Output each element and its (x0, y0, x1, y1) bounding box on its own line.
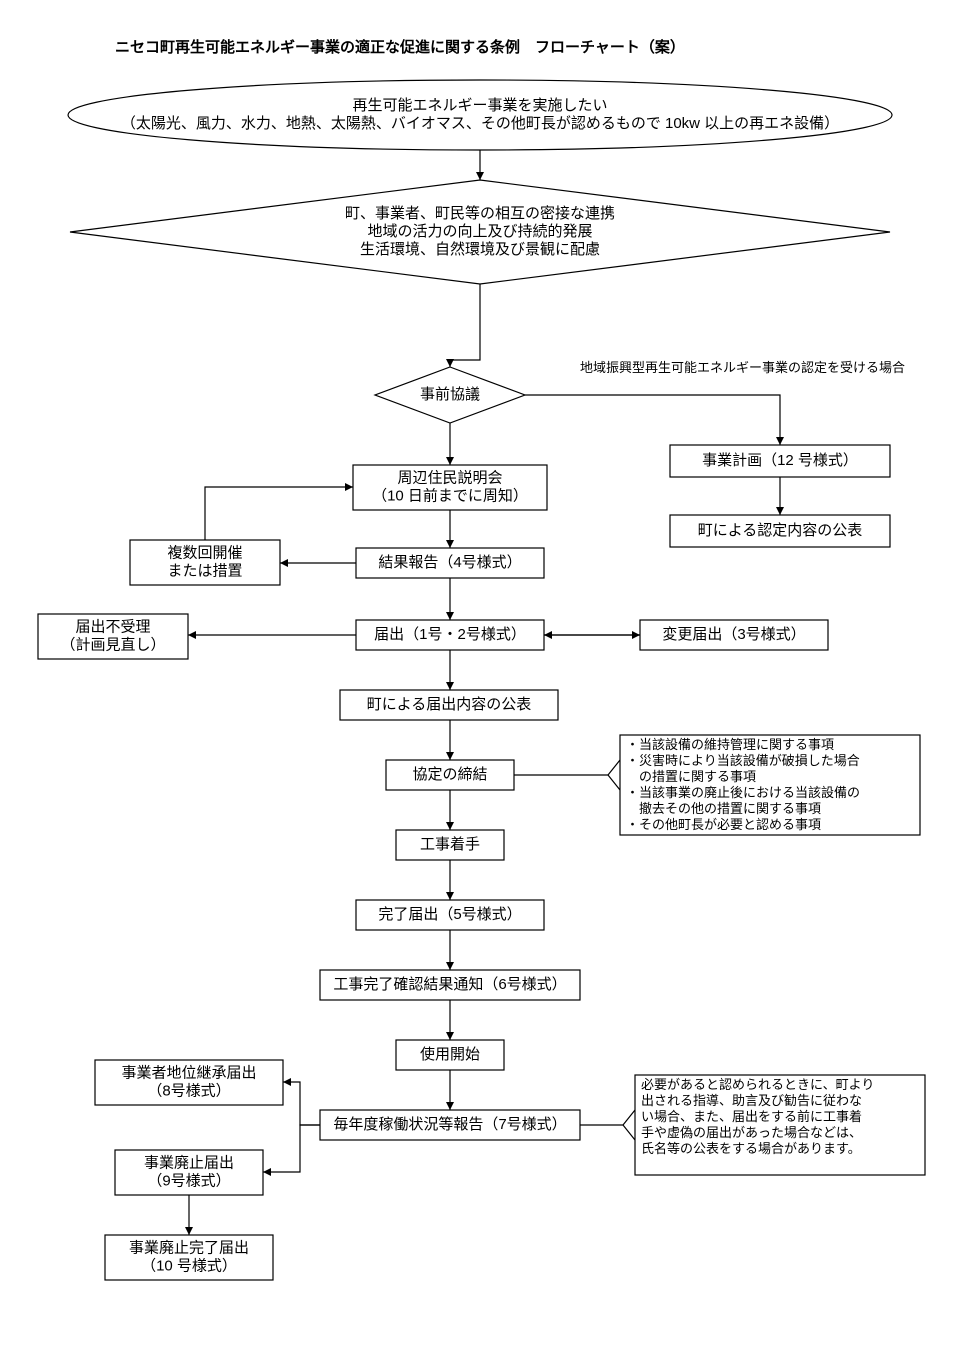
svg-text:協定の締結: 協定の締結 (412, 766, 487, 783)
svg-text:・当該事業の廃止後における当該設備の: ・当該事業の廃止後における当該設備の (626, 785, 860, 800)
svg-text:事前協議: 事前協議 (420, 385, 480, 403)
svg-text:事業廃止完了届出: 事業廃止完了届出 (129, 1238, 249, 1256)
svg-text:事業計画（12 号様式）: 事業計画（12 号様式） (702, 452, 858, 469)
svg-text:町、事業者、町民等の相互の密接な連携: 町、事業者、町民等の相互の密接な連携 (345, 204, 615, 222)
svg-text:変更届出（3号様式）: 変更届出（3号様式） (662, 626, 805, 643)
svg-text:または措置: または措置 (167, 562, 242, 579)
svg-text:事業者地位継承届出: 事業者地位継承届出 (121, 1064, 256, 1081)
svg-text:届出（1号・2号様式）: 届出（1号・2号様式） (374, 626, 526, 643)
svg-text:複数回開催: 複数回開催 (167, 544, 242, 561)
edge (450, 284, 480, 367)
svg-text:町による認定内容の公表: 町による認定内容の公表 (698, 522, 863, 539)
svg-text:毎年度稼働状況等報告（7号様式）: 毎年度稼働状況等報告（7号様式） (333, 1115, 566, 1133)
edge (205, 487, 353, 540)
svg-text:い場合、また、届出をする前に工事着: い場合、また、届出をする前に工事着 (641, 1109, 862, 1124)
flowchart-svg: ニセコ町再生可能エネルギー事業の適正な促進に関する条例 フローチャート（案） 再生… (0, 0, 960, 1358)
svg-text:周辺住民説明会: 周辺住民説明会 (397, 469, 502, 486)
svg-text:地域の活力の向上及び持続的発展: 地域の活力の向上及び持続的発展 (367, 223, 592, 240)
edge (263, 1125, 320, 1172)
svg-text:出される指導、助言及び勧告に従わな: 出される指導、助言及び勧告に従わな (641, 1093, 862, 1108)
svg-text:使用開始: 使用開始 (420, 1046, 480, 1063)
svg-text:撤去その他の措置に関する事項: 撤去その他の措置に関する事項 (626, 801, 821, 816)
svg-text:必要があると認められるときに、町より: 必要があると認められるときに、町より (641, 1077, 874, 1092)
svg-text:結果報告（4号様式）: 結果報告（4号様式） (378, 554, 521, 571)
svg-text:・当該設備の維持管理に関する事項: ・当該設備の維持管理に関する事項 (626, 737, 834, 752)
svg-text:（10 日前までに周知）: （10 日前までに周知） (372, 487, 528, 504)
edge (525, 395, 780, 445)
svg-text:氏名等の公表をする場合があります。: 氏名等の公表をする場合があります。 (641, 1141, 861, 1156)
page-title: ニセコ町再生可能エネルギー事業の適正な促進に関する条例 フローチャート（案） (115, 38, 685, 56)
svg-text:の措置に関する事項: の措置に関する事項 (626, 769, 756, 784)
svg-text:届出不受理: 届出不受理 (75, 618, 150, 635)
svg-text:（計画見直し）: （計画見直し） (60, 636, 165, 653)
svg-text:（8号様式）: （8号様式） (147, 1082, 230, 1099)
svg-text:・災害時により当該設備が破損した場合: ・災害時により当該設備が破損した場合 (626, 753, 860, 768)
svg-text:（10 号様式）: （10 号様式） (141, 1257, 237, 1274)
svg-text:完了届出（5号様式）: 完了届出（5号様式） (378, 906, 521, 923)
svg-text:工事完了確認結果通知（6号様式）: 工事完了確認結果通知（6号様式） (333, 976, 566, 993)
svg-text:生活環境、自然環境及び景観に配慮: 生活環境、自然環境及び景観に配慮 (360, 240, 600, 258)
svg-text:（9号様式）: （9号様式） (147, 1172, 230, 1189)
note1: 地域振興型再生可能エネルギー事業の認定を受ける場合 (580, 360, 905, 375)
svg-text:工事着手: 工事着手 (420, 836, 480, 853)
edge (283, 1082, 320, 1125)
svg-text:事業廃止届出: 事業廃止届出 (144, 1153, 234, 1171)
svg-text:手や虚偽の届出があった場合などは、: 手や虚偽の届出があった場合などは、 (641, 1125, 862, 1140)
svg-text:・その他町長が必要と認める事項: ・その他町長が必要と認める事項 (626, 817, 821, 832)
svg-text:再生可能エネルギー事業を実施したい: 再生可能エネルギー事業を実施したい (352, 97, 607, 114)
svg-text:町による届出内容の公表: 町による届出内容の公表 (367, 696, 532, 713)
svg-text:（太陽光、風力、水力、地熱、太陽熱、バイオマス、その他町長が: （太陽光、風力、水力、地熱、太陽熱、バイオマス、その他町長が認めるもので 10k… (121, 115, 839, 132)
